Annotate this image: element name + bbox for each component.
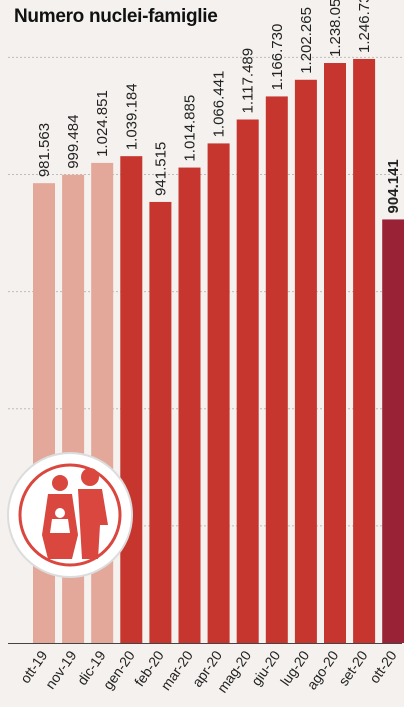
bar-set-20	[353, 58, 376, 644]
value-label-set-20: 1.246.732	[356, 0, 373, 53]
value-label-feb-20: 941.515	[152, 142, 169, 196]
value-label-dic-19: 1.024.851	[94, 90, 111, 157]
value-label-mar-20: 1.014.885	[182, 95, 199, 162]
tick-label-ago-20: ago-20	[303, 647, 341, 692]
bar-lug-20	[294, 79, 317, 643]
value-label-giu-20: 1.166.730	[269, 24, 286, 91]
bar-feb-20	[149, 201, 172, 643]
tick-label-gen-20: gen-20	[100, 647, 138, 692]
value-label-ott-19: 981.563	[36, 123, 53, 177]
value-label-mag-20: 1.117.489	[240, 48, 257, 114]
family-icon	[7, 452, 133, 578]
bar-ott-20	[382, 219, 404, 644]
tick-label-ott-20: ott-20	[366, 647, 400, 686]
value-label-gen-20: 1.039.184	[123, 83, 140, 150]
bar-giu-20	[265, 96, 288, 643]
bar-gen-20	[120, 156, 143, 644]
bar-apr-20	[207, 143, 230, 644]
value-label-ott-20: 904.141	[385, 159, 402, 213]
tick-label-giu-20: giu-20	[248, 647, 284, 688]
chart-title: Numero nuclei-famiglie	[14, 6, 218, 27]
value-label-ago-20: 1.238.058	[327, 0, 344, 57]
tick-label-set-20: set-20	[335, 647, 371, 688]
value-label-nov-19: 999.484	[65, 115, 82, 169]
bar-mag-20	[236, 119, 259, 643]
value-label-apr-20: 1.066.441	[211, 71, 228, 138]
bar-ago-20	[324, 63, 346, 643]
value-label-lug-20: 1.202.265	[298, 7, 315, 74]
tick-label-nov-19: nov-19	[42, 647, 80, 691]
bar-mar-20	[178, 167, 201, 643]
